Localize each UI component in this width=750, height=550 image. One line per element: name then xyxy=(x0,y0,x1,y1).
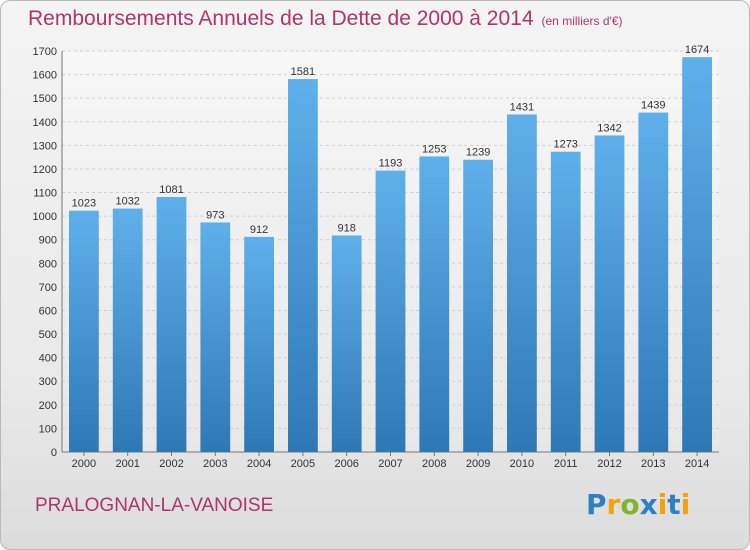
y-tick-label: 400 xyxy=(39,353,57,365)
y-tick-label: 100 xyxy=(39,423,57,435)
x-tick-label: 2013 xyxy=(641,458,665,470)
bar xyxy=(594,135,625,453)
y-tick-label: 800 xyxy=(39,258,57,270)
y-tick-label: 900 xyxy=(39,235,57,247)
bar xyxy=(463,159,493,452)
y-tick-label: 1300 xyxy=(33,140,57,152)
y-tick-label: 0 xyxy=(51,447,57,459)
data-label: 918 xyxy=(338,222,356,234)
x-tick-label: 2008 xyxy=(422,458,446,470)
x-tick-label: 2014 xyxy=(685,458,709,470)
y-tick-label: 1400 xyxy=(33,117,57,129)
bar xyxy=(331,235,362,452)
title-main: Remboursements Annuels de la Dette de 20… xyxy=(28,7,534,30)
data-label: 1023 xyxy=(72,198,96,210)
bar xyxy=(200,222,231,452)
y-tick-label: 600 xyxy=(39,305,57,317)
y-tick-label: 1100 xyxy=(33,188,57,200)
bar xyxy=(156,197,187,452)
data-label: 1193 xyxy=(379,158,403,170)
commune-name: PRALOGNAN-LA-VANOISE xyxy=(35,495,274,516)
x-tick-label: 2003 xyxy=(203,458,227,470)
title-unit: (en milliers d'€) xyxy=(541,14,623,28)
chart-title: Remboursements Annuels de la Dette de 20… xyxy=(28,7,623,31)
data-label: 1431 xyxy=(510,101,534,113)
proxiti-logo: Proxiti xyxy=(586,488,691,521)
data-label: 912 xyxy=(250,224,268,236)
x-tick-label: 2002 xyxy=(159,458,183,470)
data-label: 1253 xyxy=(422,143,446,155)
x-tick-label: 2009 xyxy=(466,458,490,470)
data-label: 1674 xyxy=(685,44,709,56)
y-tick-label: 300 xyxy=(39,376,57,388)
y-tick-label: 500 xyxy=(39,329,57,341)
x-tick-label: 2010 xyxy=(510,458,534,470)
bar xyxy=(244,236,274,452)
x-tick-label: 2006 xyxy=(334,458,358,470)
y-tick-label: 200 xyxy=(39,400,57,412)
data-label: 1342 xyxy=(597,122,621,134)
bar xyxy=(112,208,143,452)
bar xyxy=(682,57,712,453)
data-label: 1439 xyxy=(641,100,665,112)
bar xyxy=(69,210,99,452)
data-label: 1239 xyxy=(466,147,490,159)
y-tick-label: 700 xyxy=(39,282,57,294)
bar xyxy=(507,114,537,452)
x-tick-label: 2000 xyxy=(72,458,96,470)
data-label: 1273 xyxy=(553,139,577,151)
bar xyxy=(288,79,318,452)
data-label: 1032 xyxy=(115,196,139,208)
bar xyxy=(638,112,669,452)
bar xyxy=(550,151,581,452)
x-tick-label: 2004 xyxy=(247,458,271,470)
x-tick-label: 2012 xyxy=(597,458,621,470)
x-tick-label: 2001 xyxy=(115,458,139,470)
x-tick-label: 2011 xyxy=(554,458,578,470)
bar xyxy=(375,170,406,452)
data-label: 1081 xyxy=(159,184,183,196)
y-tick-label: 1700 xyxy=(33,46,57,58)
x-tick-label: 2005 xyxy=(291,458,315,470)
y-tick-label: 1600 xyxy=(33,70,57,82)
plot-area: 0 100 200 300 400 500 600 700 800 900 1000 1100 1200… xyxy=(33,44,719,470)
data-label: 973 xyxy=(206,209,224,221)
data-label: 1581 xyxy=(291,66,315,78)
bar xyxy=(419,156,450,453)
y-tick-label: 1500 xyxy=(33,93,57,105)
y-tick-label: 1200 xyxy=(33,164,57,176)
y-tick-label: 1000 xyxy=(33,211,57,223)
x-tick-label: 2007 xyxy=(378,458,402,470)
